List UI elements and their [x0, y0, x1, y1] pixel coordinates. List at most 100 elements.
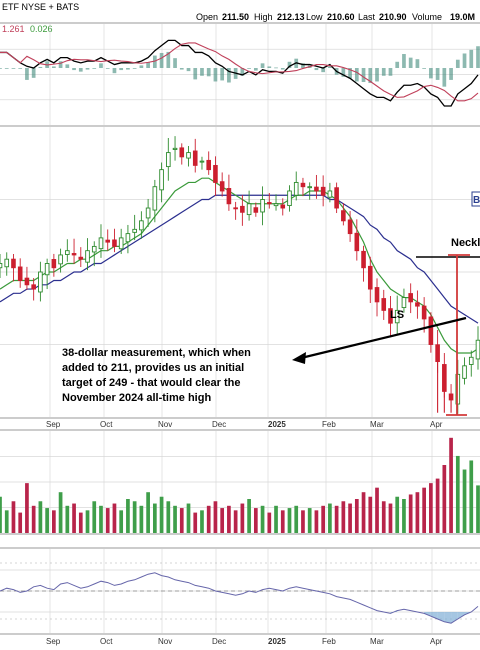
ma-short-line: [0, 177, 479, 354]
candle-body: [125, 233, 131, 243]
candle-body: [354, 232, 360, 252]
x-tick-bottom: 2025: [268, 637, 286, 646]
macd-histogram-bar: [200, 68, 204, 76]
macd-histogram-bar: [99, 63, 103, 68]
candle-body: [320, 186, 326, 196]
volume-bar: [139, 505, 144, 533]
candle-body: [65, 250, 70, 255]
candle-body: [314, 186, 319, 192]
x-tick-top: Mar: [370, 420, 384, 429]
candle-body: [240, 205, 245, 213]
volume-bar: [253, 508, 258, 533]
volume-bar: [287, 508, 292, 533]
macd-histogram-bar: [126, 68, 130, 70]
candle-body: [327, 190, 333, 198]
macd-histogram-bar: [65, 64, 70, 68]
macd-histogram-bar: [227, 68, 231, 83]
volume-bar: [173, 505, 177, 533]
macd-histogram-bar: [186, 68, 191, 72]
volume-bar: [4, 510, 9, 533]
candle-body: [341, 210, 346, 222]
macd-histogram-bar: [72, 68, 76, 71]
macd-histogram-bar: [388, 68, 393, 76]
macd-histogram-bar: [112, 68, 117, 74]
candle-body: [159, 169, 164, 191]
high-label: High: [254, 12, 273, 22]
osc-fill: [444, 612, 452, 624]
volume-bar: [99, 505, 103, 533]
annotation-line: added to 211, provides us an initial: [62, 362, 244, 374]
volume-bar: [361, 492, 366, 533]
candle-body: [462, 365, 467, 379]
candle-body: [394, 309, 400, 324]
volume-bar: [152, 503, 157, 533]
candle-body: [179, 147, 185, 158]
candle-body: [388, 308, 393, 324]
volume-panel: [0, 431, 480, 533]
candle-body: [152, 186, 158, 211]
candle-body: [58, 254, 63, 265]
annotation-line: 38-dollar measurement, which when: [62, 347, 251, 359]
macd-histogram-bar: [348, 68, 352, 79]
candle-body: [0, 263, 3, 269]
volume-bar: [455, 455, 460, 533]
volume-bar: [0, 496, 2, 533]
x-tick-top: Sep: [46, 420, 61, 429]
x-tick-bottom: Feb: [322, 637, 336, 646]
candle-body: [78, 256, 84, 260]
candle-body: [233, 207, 238, 210]
volume-bar: [422, 487, 426, 533]
candle-body: [105, 239, 111, 243]
macd-histogram-bar: [213, 68, 218, 82]
macd-histogram-bar: [375, 68, 379, 82]
volume-bar: [166, 501, 171, 533]
volume-bar: [112, 503, 117, 533]
volume-bar: [65, 505, 70, 533]
volume-bar: [38, 501, 43, 533]
macd-histogram-bar: [253, 68, 258, 71]
candle-body: [17, 266, 23, 281]
volume-bar: [395, 496, 400, 533]
macd-histogram-bar: [422, 68, 426, 69]
volume-bar: [31, 505, 36, 533]
macd-histogram-bar: [132, 68, 137, 69]
candle-body: [401, 297, 407, 309]
volume-bar: [442, 465, 447, 533]
macd-histogram-bar: [328, 66, 332, 68]
volume-bar: [18, 512, 23, 533]
volume-bar: [200, 510, 204, 533]
candle-body: [186, 152, 191, 159]
volume-bar: [381, 501, 386, 533]
macd-histogram-bar: [361, 68, 366, 82]
open-value: 211.50: [222, 12, 249, 22]
macd-histogram-bar: [321, 68, 326, 73]
macd-histogram-bar: [139, 65, 144, 68]
candle-body: [98, 237, 104, 250]
oscillator-panel: [0, 549, 480, 633]
macd-histogram-bar: [11, 68, 16, 69]
candle-body: [24, 277, 30, 286]
volume-bar: [213, 501, 218, 533]
candle-body: [132, 228, 137, 233]
candle-body: [448, 393, 454, 401]
macd-histogram-bar: [159, 52, 164, 68]
candle-body: [112, 239, 117, 247]
candle-body: [118, 237, 124, 250]
volume-value: 19.0M: [450, 12, 475, 22]
candle-body: [347, 219, 353, 235]
volume-bar: [25, 483, 29, 533]
candle-body: [91, 245, 97, 253]
symbol-text: ETF NYSE + BATS: [2, 2, 79, 12]
annotation-line: November 2024 all-time high: [62, 392, 211, 404]
candle-body: [260, 199, 265, 213]
osc-fill: [430, 612, 438, 619]
candle-body: [287, 190, 292, 207]
macd-histogram-bar: [92, 68, 97, 69]
macd-histogram-bar: [267, 66, 272, 68]
x-tick-bottom: Apr: [430, 637, 443, 646]
macd-histogram-bar: [476, 46, 480, 68]
macd-histogram-bar: [152, 55, 157, 68]
annotation-line: target of 249 - that would clear the: [62, 377, 240, 389]
candle-body: [246, 203, 252, 216]
macd-histogram-bar: [119, 68, 124, 71]
